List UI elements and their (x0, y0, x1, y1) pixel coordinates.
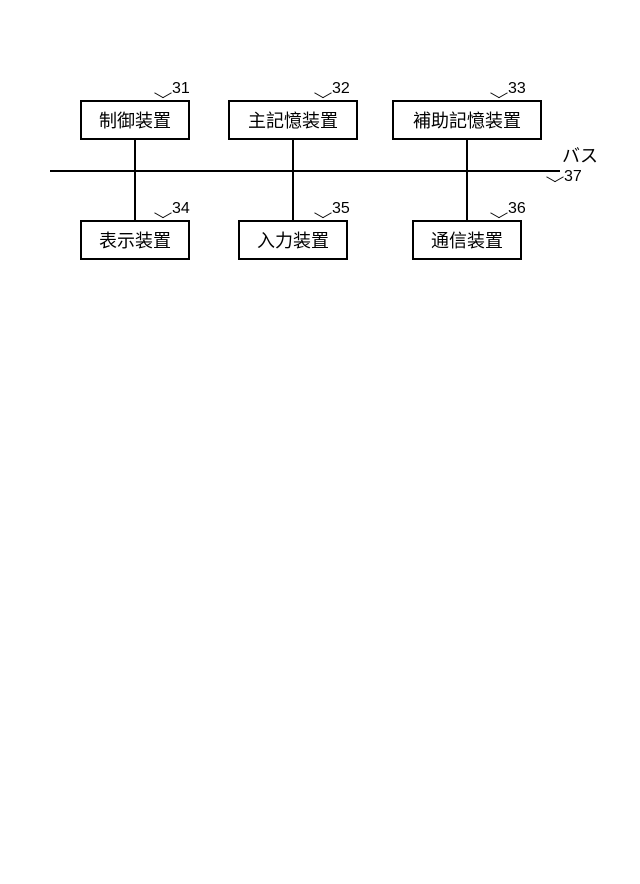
ref-36: 36 (508, 200, 526, 218)
leader-36 (490, 208, 508, 218)
stem-34 (134, 172, 136, 220)
ref-34: 34 (172, 200, 190, 218)
ref-35: 35 (332, 200, 350, 218)
bus-ref: 37 (564, 168, 582, 186)
box-31: 制御装置 (80, 100, 190, 140)
box-33-label: 補助記憶装置 (413, 107, 521, 133)
leader-31 (154, 88, 172, 98)
stem-35 (292, 172, 294, 220)
box-31-label: 制御装置 (99, 107, 171, 133)
bus-leader (546, 172, 564, 182)
ref-32: 32 (332, 80, 350, 98)
stem-32 (292, 140, 294, 170)
leader-32 (314, 88, 332, 98)
bus-line (50, 170, 560, 172)
leader-34 (154, 208, 172, 218)
leader-35 (314, 208, 332, 218)
bus-diagram: バス 37 制御装置 31 主記憶装置 32 補助記憶装置 33 表示装置 34… (0, 0, 640, 300)
box-34: 表示装置 (80, 220, 190, 260)
box-35: 入力装置 (238, 220, 348, 260)
ref-33: 33 (508, 80, 526, 98)
box-32-label: 主記憶装置 (248, 107, 338, 133)
stem-31 (134, 140, 136, 170)
stem-36 (466, 172, 468, 220)
ref-31: 31 (172, 80, 190, 98)
bus-label: バス (562, 142, 598, 168)
box-34-label: 表示装置 (99, 227, 171, 253)
box-33: 補助記憶装置 (392, 100, 542, 140)
box-35-label: 入力装置 (257, 227, 329, 253)
stem-33 (466, 140, 468, 170)
box-36-label: 通信装置 (431, 227, 503, 253)
box-36: 通信装置 (412, 220, 522, 260)
leader-33 (490, 88, 508, 98)
box-32: 主記憶装置 (228, 100, 358, 140)
